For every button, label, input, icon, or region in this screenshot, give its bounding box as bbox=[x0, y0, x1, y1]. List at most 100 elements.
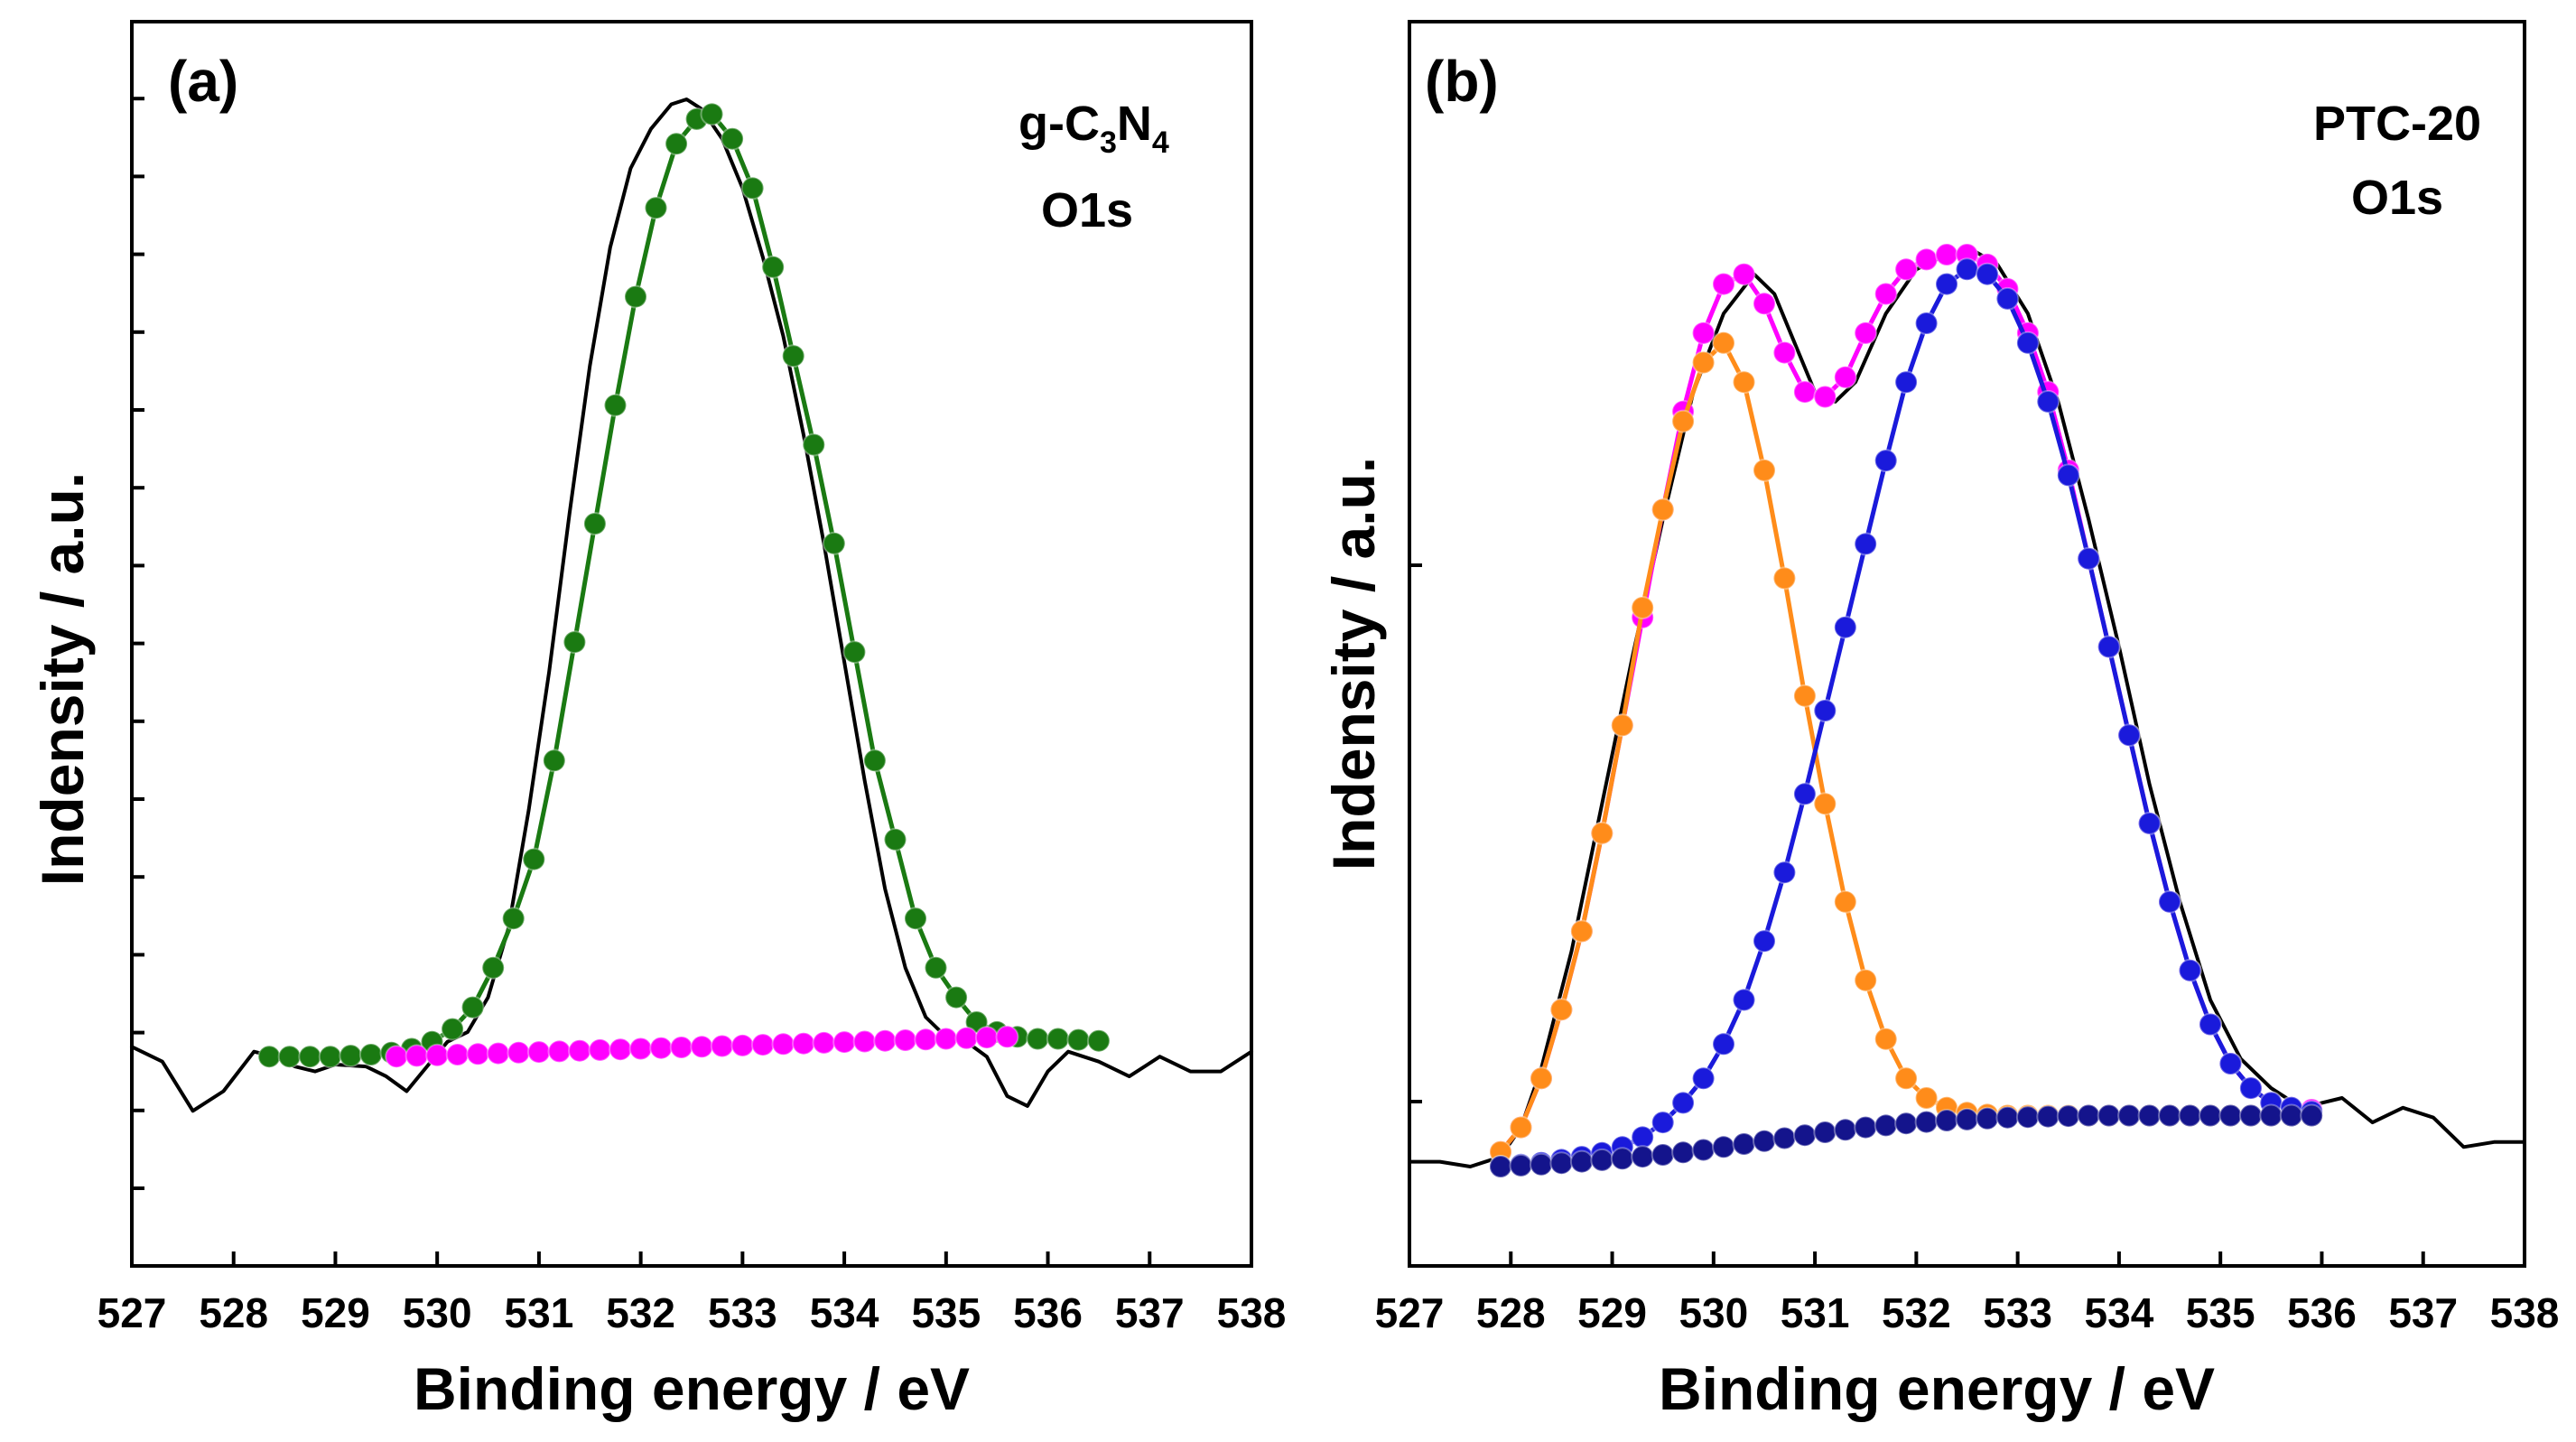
panel-b-background-point bbox=[2077, 1103, 2101, 1128]
panel-a-o1s-fit-point bbox=[563, 630, 587, 655]
panel-a-o1s-fit-point bbox=[277, 1045, 302, 1069]
panel-b-background-point bbox=[2117, 1103, 2142, 1128]
panel-b-envelope-point bbox=[1874, 282, 1898, 306]
panel-b-background-point bbox=[1569, 1149, 1594, 1174]
panel-b-o1s-peak-1-point bbox=[1530, 1066, 1553, 1091]
panel-a-o1s-fit-point bbox=[441, 1017, 465, 1041]
panel-b-o1s-peak-1-point bbox=[1792, 684, 1817, 708]
panel-a-o1s-fit-point bbox=[644, 196, 668, 220]
panel-b-envelope-point bbox=[1732, 262, 1756, 286]
panel-b-x-tick-label: 535 bbox=[2186, 1289, 2255, 1336]
panel-b-o1s-peak-2-point bbox=[1691, 1066, 1716, 1091]
panel-a-background-point bbox=[730, 1033, 755, 1057]
panel-b-o1s-peak-2-point bbox=[1874, 449, 1898, 473]
panel-b-background-point bbox=[2300, 1103, 2324, 1128]
panel-b-x-tick-label: 527 bbox=[1375, 1289, 1445, 1336]
panel-b-o1s-peak-1-point bbox=[1894, 1066, 1919, 1091]
panel-b-o1s-peak-2-point bbox=[1914, 312, 1939, 335]
panel-b-background-point bbox=[2218, 1103, 2243, 1128]
panel-a-background-point bbox=[934, 1027, 958, 1051]
panel-b-label: (b) bbox=[1425, 49, 1499, 114]
panel-a-background-point bbox=[669, 1036, 693, 1059]
panel-a-o1s-fit-point bbox=[904, 907, 927, 931]
panel-b-background-point bbox=[1955, 1107, 1979, 1131]
panel-a-o1s-fit-point bbox=[481, 955, 506, 980]
panel-a-background-point bbox=[812, 1030, 836, 1055]
panel-a-o1s-fit-point bbox=[862, 749, 887, 773]
panel-a-background-point bbox=[588, 1037, 612, 1062]
panel-b-o1s-peak-2-point bbox=[2178, 958, 2202, 982]
panel-a-background-point bbox=[507, 1040, 531, 1065]
panel-a-o1s-fit-point bbox=[542, 749, 566, 773]
panel-a-x-tick-label: 529 bbox=[301, 1289, 370, 1336]
panel-b-o1s-peak-2-point bbox=[2036, 389, 2060, 414]
panel-a-background-point bbox=[954, 1026, 979, 1050]
panel-b-o1s-peak-1-point bbox=[1651, 498, 1675, 522]
panel-a-x-tick-label: 534 bbox=[810, 1289, 879, 1336]
panel-a-background-point bbox=[832, 1030, 857, 1055]
panel-b-background-point bbox=[1894, 1112, 1919, 1136]
panel-b-curves bbox=[1408, 243, 2526, 1178]
panel-a-x-tick-label: 527 bbox=[98, 1289, 167, 1336]
panel-b-o1s-peak-2-point bbox=[1651, 1111, 1675, 1135]
panel-b-background-point bbox=[1854, 1115, 1878, 1140]
panel-a-o1s-fit-point bbox=[460, 995, 485, 1019]
panel-b-o1s-peak-1-point bbox=[1874, 1027, 1898, 1051]
panel-b-o1s-peak-2-point bbox=[1894, 370, 1919, 395]
panel-a-background-point bbox=[466, 1042, 490, 1066]
panel-b-o1s-peak-1-point bbox=[1772, 566, 1797, 591]
panel-a-o1s-fit-point bbox=[318, 1045, 342, 1069]
panel-b-background-point bbox=[1935, 1109, 1958, 1132]
panel-b-x-tick-label: 528 bbox=[1476, 1289, 1546, 1336]
panel-b-background-point bbox=[1772, 1126, 1797, 1150]
panel-a-y-axis-title: Indensity / a.u. bbox=[29, 472, 96, 886]
panel-a-o1s-fit-point bbox=[781, 344, 805, 368]
panel-a-o1s-fit-point bbox=[298, 1045, 322, 1069]
panel-b-background-point bbox=[2238, 1103, 2263, 1128]
panel-b-x-tick-label: 534 bbox=[2085, 1289, 2154, 1336]
panel-b-o1s-peak-1-point bbox=[1691, 350, 1716, 375]
panel-a-x-tick-label: 531 bbox=[505, 1289, 574, 1336]
panel-b-background-point bbox=[1753, 1129, 1776, 1153]
panel-a-x-tick-label: 532 bbox=[606, 1289, 675, 1336]
panel-b-background-point bbox=[1631, 1145, 1655, 1169]
panel-b-background-point bbox=[1813, 1121, 1837, 1144]
panel-a-sample-sub2: 4 bbox=[1152, 126, 1169, 160]
panel-a-x-ticks: 527 528 529 530 531 532 533 534 535 536 537 538 bbox=[98, 1251, 1286, 1336]
panel-b-envelope-point bbox=[1712, 272, 1735, 296]
panel-b-background-point bbox=[1792, 1123, 1817, 1148]
panel-a-background-point bbox=[486, 1041, 510, 1065]
panel-a-o1s-fit-point bbox=[964, 1010, 989, 1034]
panel-a-x-tick-label: 530 bbox=[403, 1289, 472, 1336]
panel-a-x-tick-label: 537 bbox=[1115, 1289, 1185, 1336]
panel-a-sample-mid: N bbox=[1117, 97, 1152, 151]
panel-b-o1s-peak-1-point bbox=[1509, 1115, 1533, 1140]
panel-b-envelope-point bbox=[1854, 321, 1878, 345]
panel-b-o1s-peak-2-point bbox=[2199, 1012, 2222, 1037]
panel-b-o1s-peak-2-point bbox=[2137, 811, 2162, 835]
panel-b-background-point bbox=[1590, 1148, 1614, 1172]
panel-b-x-axis-title: Binding energy / eV bbox=[1659, 1355, 2215, 1422]
panel-a-label: (a) bbox=[168, 49, 238, 114]
panel-b-background-point bbox=[2097, 1103, 2121, 1128]
panel-a-background-point bbox=[792, 1031, 815, 1056]
panel-b-x-tick-label: 536 bbox=[2287, 1289, 2357, 1336]
panel-b-envelope-point bbox=[1894, 257, 1919, 282]
panel-a-o1s-fit-point bbox=[761, 255, 786, 279]
panel-b-background-point bbox=[1530, 1152, 1553, 1177]
panel-a-x-tick-label: 528 bbox=[199, 1289, 268, 1336]
panel-b-plot-frame bbox=[1408, 20, 2526, 1268]
panel-a-x-tick-label: 535 bbox=[911, 1289, 981, 1336]
panel-b-o1s-peak-1-point bbox=[1569, 919, 1594, 944]
panel-b-background-point bbox=[2199, 1103, 2222, 1128]
panel-a-x-axis-title: Binding energy / eV bbox=[414, 1355, 970, 1422]
panel-a-y-ticks bbox=[132, 97, 144, 1190]
panel-a-background-point bbox=[568, 1038, 591, 1063]
panel-b-o1s-peak-2-point bbox=[2158, 889, 2181, 914]
panel-b-envelope-point bbox=[1753, 292, 1776, 316]
panel-b-o1s-peak-2-point bbox=[2015, 330, 2040, 355]
panel-b-x-tick-label: 533 bbox=[1983, 1289, 2052, 1336]
panel-b-x-tick-label: 529 bbox=[1577, 1289, 1647, 1336]
panel-b-envelope-point bbox=[1772, 340, 1797, 365]
